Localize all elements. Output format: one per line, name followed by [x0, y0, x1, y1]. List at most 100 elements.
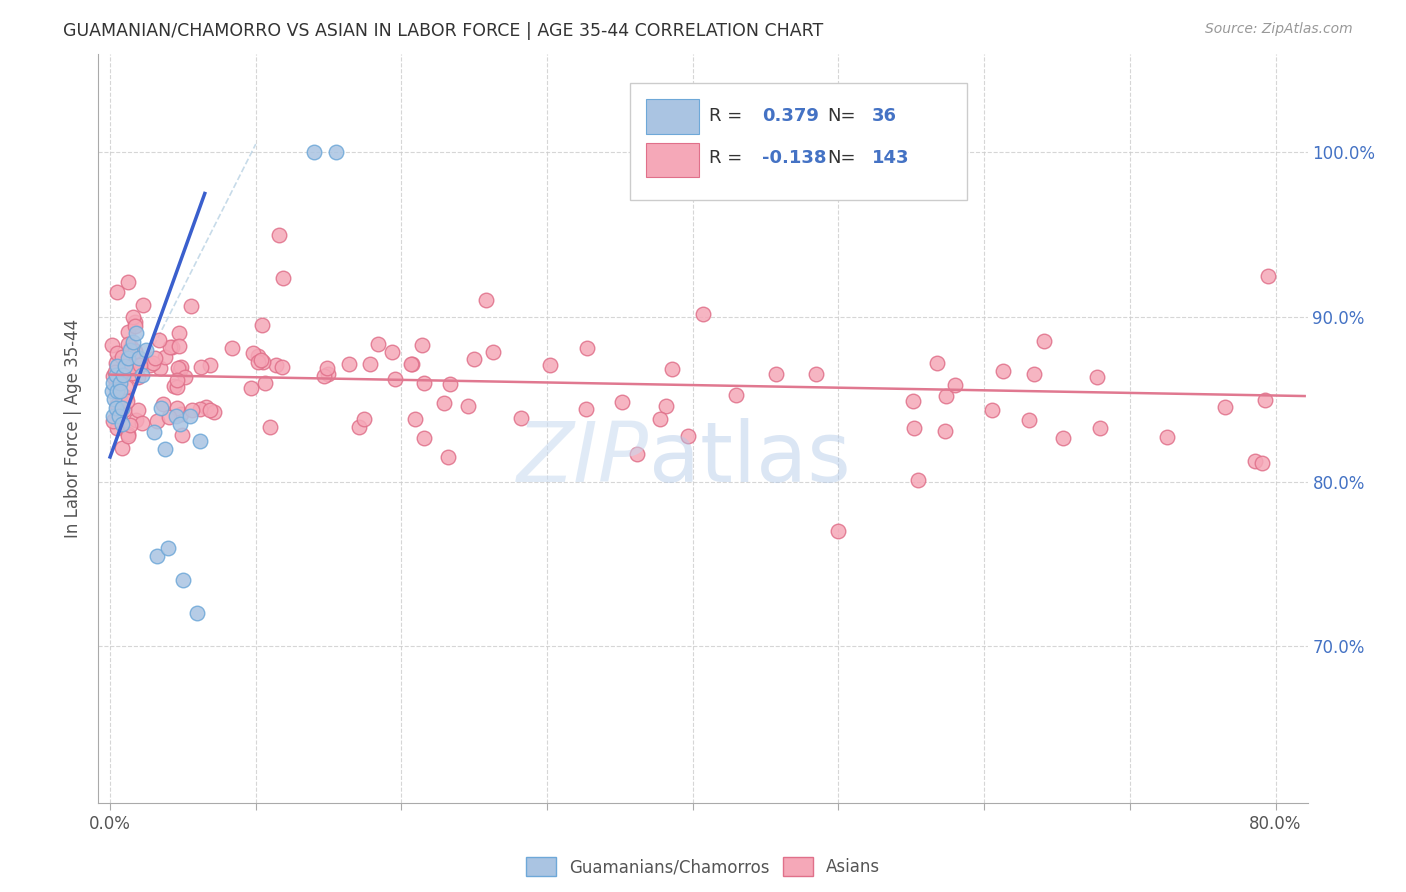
Point: [165, 409, 187, 423]
Point: [359, 357, 381, 371]
Point: [384, 372, 406, 386]
Point: [101, 414, 124, 428]
Point: [1156, 430, 1178, 444]
Point: [353, 412, 375, 426]
Point: [117, 275, 139, 289]
Point: [538, 359, 561, 373]
Text: Source: ZipAtlas.com: Source: ZipAtlas.com: [1205, 22, 1353, 37]
Point: [195, 400, 218, 414]
Point: [221, 341, 243, 355]
Text: R =: R =: [709, 150, 742, 168]
Point: [655, 399, 678, 413]
Point: [401, 357, 423, 371]
Point: [152, 396, 174, 410]
Point: [153, 350, 176, 364]
Point: [1052, 431, 1074, 445]
Point: [145, 414, 167, 428]
Point: [367, 337, 389, 351]
Point: [186, 607, 208, 621]
Point: [104, 401, 127, 415]
Point: [149, 360, 172, 375]
Point: [381, 345, 404, 359]
Point: [127, 403, 149, 417]
Point: [170, 427, 193, 442]
Point: [188, 401, 211, 416]
Point: [413, 431, 436, 445]
Point: [202, 405, 225, 419]
Point: [150, 401, 173, 415]
Point: [648, 411, 671, 425]
Point: [482, 345, 505, 359]
Point: [475, 293, 498, 308]
Text: 143: 143: [872, 150, 910, 168]
Point: [120, 340, 142, 354]
FancyBboxPatch shape: [647, 143, 699, 178]
Point: [190, 434, 212, 448]
Point: [103, 392, 125, 407]
Point: [935, 389, 957, 403]
Point: [1257, 268, 1279, 283]
Point: [170, 360, 193, 375]
Point: [104, 365, 127, 379]
Point: [159, 340, 181, 354]
Point: [162, 379, 184, 393]
Point: [463, 351, 485, 366]
Point: [991, 364, 1014, 378]
Point: [117, 351, 139, 366]
Point: [433, 396, 456, 410]
Point: [411, 337, 433, 351]
Point: [172, 574, 194, 588]
Point: [180, 403, 202, 417]
Point: [259, 420, 281, 434]
Point: [112, 368, 135, 382]
Point: [1243, 453, 1265, 467]
Point: [166, 401, 188, 415]
Point: [120, 343, 142, 357]
FancyBboxPatch shape: [630, 84, 966, 200]
Point: [273, 270, 295, 285]
Point: [903, 421, 925, 435]
Point: [827, 524, 849, 538]
Point: [104, 356, 127, 370]
Point: [1254, 393, 1277, 408]
Point: [457, 399, 479, 413]
Point: [148, 333, 170, 347]
Point: [1213, 400, 1236, 414]
Point: [253, 376, 276, 390]
Point: [112, 364, 135, 378]
Text: 36: 36: [872, 107, 897, 125]
Point: [111, 350, 134, 364]
Point: [155, 442, 177, 456]
Point: [110, 376, 132, 390]
Point: [270, 360, 292, 375]
Point: [124, 315, 146, 329]
Point: [101, 337, 124, 351]
Point: [145, 549, 167, 563]
Text: N=: N=: [828, 107, 856, 125]
Point: [247, 349, 270, 363]
Point: [115, 390, 138, 404]
Point: [125, 326, 148, 341]
Point: [252, 355, 274, 369]
Point: [117, 337, 139, 351]
Point: [112, 403, 135, 417]
Point: [157, 410, 180, 425]
Point: [122, 310, 145, 324]
Point: [132, 298, 155, 312]
Point: [104, 368, 127, 382]
Point: [264, 358, 287, 372]
Point: [100, 384, 122, 398]
Point: [1085, 370, 1108, 384]
Point: [901, 393, 924, 408]
Point: [117, 429, 139, 443]
Point: [139, 358, 162, 372]
Point: [1090, 420, 1112, 434]
Point: [198, 358, 221, 372]
Point: [108, 405, 131, 419]
Point: [105, 345, 128, 359]
Point: [170, 407, 193, 421]
Y-axis label: In Labor Force | Age 35-44: In Labor Force | Age 35-44: [65, 318, 83, 538]
Point: [166, 380, 188, 394]
Point: [128, 358, 150, 372]
Point: [111, 417, 134, 431]
